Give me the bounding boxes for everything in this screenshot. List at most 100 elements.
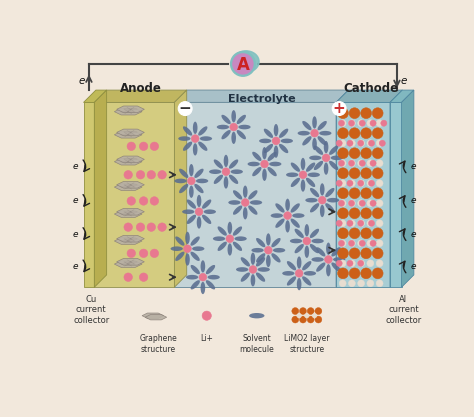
Circle shape xyxy=(339,280,346,287)
Circle shape xyxy=(127,197,136,205)
Ellipse shape xyxy=(229,175,238,184)
Ellipse shape xyxy=(331,247,341,256)
Circle shape xyxy=(158,171,166,179)
Ellipse shape xyxy=(183,141,192,151)
Circle shape xyxy=(349,208,360,219)
Polygon shape xyxy=(174,90,348,103)
Ellipse shape xyxy=(256,253,265,263)
Circle shape xyxy=(241,198,249,206)
Ellipse shape xyxy=(326,243,331,255)
Ellipse shape xyxy=(264,144,273,153)
Circle shape xyxy=(336,140,342,146)
Circle shape xyxy=(361,108,372,118)
Polygon shape xyxy=(390,90,402,287)
Ellipse shape xyxy=(193,143,198,156)
Circle shape xyxy=(372,248,383,259)
Ellipse shape xyxy=(171,246,183,251)
Ellipse shape xyxy=(250,200,262,205)
Ellipse shape xyxy=(309,156,321,160)
Polygon shape xyxy=(390,103,401,287)
Circle shape xyxy=(124,171,132,179)
Circle shape xyxy=(368,140,374,146)
Polygon shape xyxy=(336,90,402,103)
Circle shape xyxy=(319,196,326,204)
Circle shape xyxy=(339,180,346,187)
Ellipse shape xyxy=(256,257,265,266)
Circle shape xyxy=(188,177,195,185)
Circle shape xyxy=(372,108,383,118)
Circle shape xyxy=(310,129,319,137)
Circle shape xyxy=(195,208,203,216)
Ellipse shape xyxy=(304,224,309,236)
Circle shape xyxy=(349,148,360,158)
Circle shape xyxy=(230,123,237,131)
Ellipse shape xyxy=(281,138,293,143)
Polygon shape xyxy=(174,90,187,287)
Polygon shape xyxy=(117,208,145,215)
Circle shape xyxy=(358,220,365,227)
Circle shape xyxy=(295,269,303,277)
Ellipse shape xyxy=(297,256,301,269)
Text: e: e xyxy=(73,162,78,171)
Ellipse shape xyxy=(259,138,272,143)
Circle shape xyxy=(292,316,299,323)
Ellipse shape xyxy=(206,280,215,289)
Circle shape xyxy=(315,316,322,323)
Polygon shape xyxy=(114,184,142,191)
Ellipse shape xyxy=(231,110,236,123)
Text: LiMO2 layer
structure: LiMO2 layer structure xyxy=(284,334,329,354)
Text: Anode: Anode xyxy=(119,82,162,95)
Circle shape xyxy=(372,268,383,279)
Circle shape xyxy=(358,180,364,186)
Ellipse shape xyxy=(331,156,343,160)
Ellipse shape xyxy=(298,131,310,136)
Circle shape xyxy=(372,168,383,178)
Circle shape xyxy=(297,314,301,318)
Ellipse shape xyxy=(310,188,319,197)
Ellipse shape xyxy=(197,195,201,207)
Ellipse shape xyxy=(291,203,300,213)
Circle shape xyxy=(358,280,365,287)
Circle shape xyxy=(307,316,314,323)
Polygon shape xyxy=(83,103,94,287)
Polygon shape xyxy=(114,158,142,165)
Circle shape xyxy=(339,200,346,207)
Ellipse shape xyxy=(186,275,198,279)
Circle shape xyxy=(337,268,348,279)
Ellipse shape xyxy=(248,190,257,199)
Circle shape xyxy=(339,240,346,247)
Ellipse shape xyxy=(275,203,284,213)
Circle shape xyxy=(358,140,364,146)
Ellipse shape xyxy=(251,274,255,286)
Circle shape xyxy=(368,180,374,186)
Polygon shape xyxy=(117,235,145,242)
Circle shape xyxy=(367,160,374,167)
Circle shape xyxy=(158,223,166,231)
Ellipse shape xyxy=(256,272,265,282)
Circle shape xyxy=(367,200,374,207)
Ellipse shape xyxy=(243,186,247,198)
Polygon shape xyxy=(117,156,145,163)
Circle shape xyxy=(338,160,345,166)
Circle shape xyxy=(127,142,136,151)
Text: +: + xyxy=(333,101,346,116)
Text: e: e xyxy=(73,196,78,206)
Circle shape xyxy=(359,240,365,246)
Ellipse shape xyxy=(182,209,194,214)
Text: e: e xyxy=(401,76,407,86)
Circle shape xyxy=(300,308,307,314)
Ellipse shape xyxy=(310,244,319,253)
Circle shape xyxy=(233,54,253,74)
Ellipse shape xyxy=(197,216,201,229)
Ellipse shape xyxy=(325,188,335,197)
Text: Cathode: Cathode xyxy=(343,82,398,95)
Circle shape xyxy=(292,308,299,314)
Ellipse shape xyxy=(329,161,338,170)
Circle shape xyxy=(348,160,356,167)
Ellipse shape xyxy=(304,246,309,258)
Ellipse shape xyxy=(287,276,296,286)
Circle shape xyxy=(370,120,376,126)
Text: e: e xyxy=(411,230,416,239)
Circle shape xyxy=(358,260,365,267)
Circle shape xyxy=(222,168,230,176)
